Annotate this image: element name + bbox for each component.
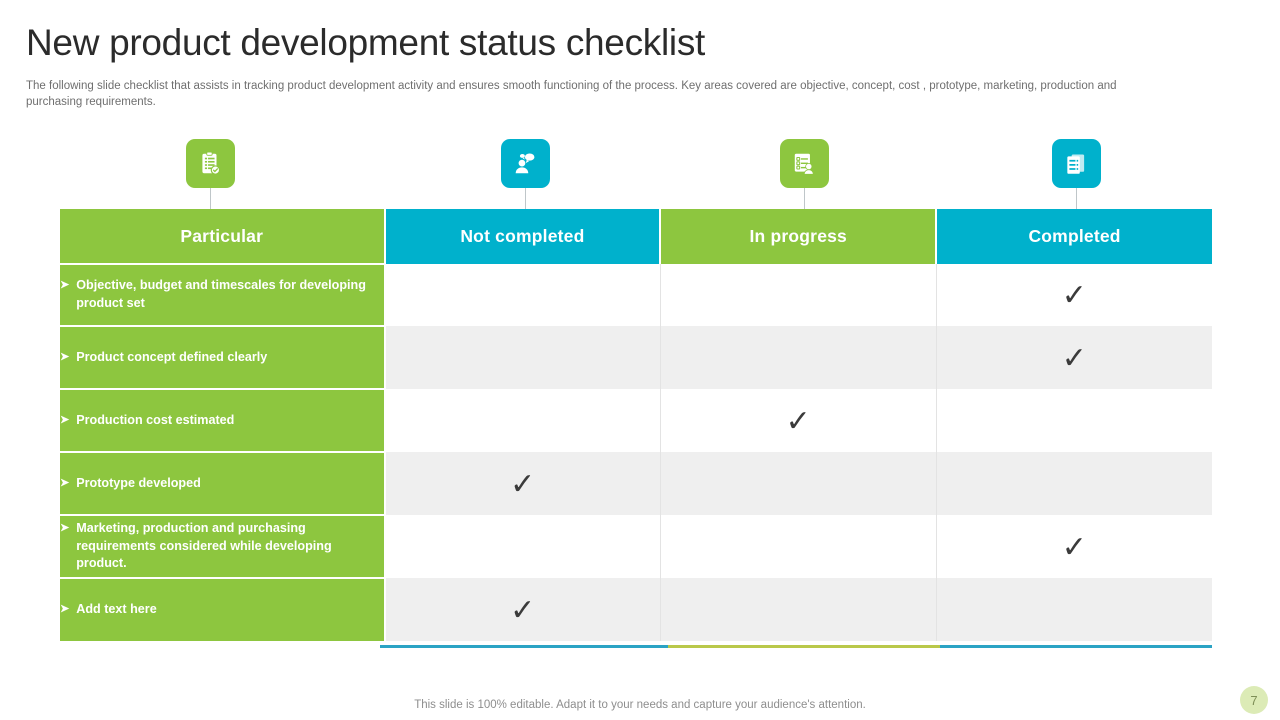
row-label-text: Production cost estimated: [76, 412, 235, 427]
checklist-person-icon: [791, 151, 817, 177]
status-cell-in-progress[interactable]: [660, 515, 937, 578]
status-cell-completed[interactable]: ✓: [936, 515, 1212, 578]
column-header-completed[interactable]: Completed: [936, 209, 1212, 264]
column-icon-strip: [60, 139, 1212, 211]
column-header-in-progress[interactable]: In progress: [660, 209, 938, 264]
rule-segment-particular: [60, 645, 380, 648]
table-body: ➤ Objective, budget and timescales for de…: [60, 263, 1212, 641]
checklist-table: Particular Not completed In progress Com…: [60, 209, 1212, 641]
slide-header: New product development status checklist…: [0, 0, 1280, 111]
status-cell-in-progress[interactable]: [660, 452, 937, 515]
status-cell-completed[interactable]: [936, 389, 1212, 452]
table-row: ➤ Marketing, production and purchasing re…: [60, 514, 1212, 578]
checkmark-icon: ✓: [510, 467, 536, 501]
table-header-row: Particular Not completed In progress Com…: [60, 209, 1212, 264]
status-cell-in-progress[interactable]: [660, 326, 937, 389]
row-label-text: Add text here: [76, 602, 157, 617]
page-title: New product development status checklist: [26, 22, 706, 63]
column-header-not-completed[interactable]: Not completed: [384, 209, 662, 264]
icon-connector-line: [209, 188, 211, 210]
status-cell-completed[interactable]: ✓: [936, 326, 1212, 389]
arrow-bullet-icon: ➤: [60, 413, 70, 426]
table-row: ➤ Product concept defined clearly ✓: [60, 325, 1212, 389]
status-cell-completed[interactable]: ✓: [936, 264, 1212, 326]
arrow-bullet-icon: ➤: [60, 476, 70, 489]
checklist-table-wrapper: Particular Not completed In progress Com…: [60, 209, 1212, 641]
rule-segment-completed: [940, 645, 1212, 648]
status-cell-completed[interactable]: [936, 578, 1212, 641]
arrow-bullet-icon: ➤: [60, 350, 70, 363]
footer-note: This slide is 100% editable. Adapt it to…: [414, 699, 866, 711]
page-number-badge: 7: [1240, 686, 1268, 714]
status-cell-not-completed[interactable]: [384, 264, 661, 326]
status-cell-in-progress[interactable]: [660, 578, 937, 641]
checkmark-icon: ✓: [785, 404, 811, 438]
status-cell-in-progress[interactable]: ✓: [660, 389, 937, 452]
row-label-text: Objective, budget and timescales for dev…: [76, 278, 366, 310]
status-cell-completed[interactable]: [936, 452, 1212, 515]
icon-connector-line: [803, 188, 805, 210]
checkmark-icon: ✓: [1061, 341, 1087, 375]
status-cell-not-completed[interactable]: [384, 389, 661, 452]
table-row: ➤ Prototype developed ✓: [60, 451, 1212, 515]
rule-segment-in-progress: [668, 645, 940, 648]
row-label-cell: ➤ Add text here: [60, 577, 386, 641]
row-label-text: Prototype developed: [76, 475, 201, 490]
row-label-text: Product concept defined clearly: [76, 349, 268, 364]
icon-tile-in-progress: [779, 139, 829, 188]
row-label-cell: ➤ Objective, budget and timescales for de…: [60, 263, 386, 326]
checkmark-icon: ✓: [510, 593, 536, 627]
status-cell-not-completed[interactable]: ✓: [384, 578, 661, 641]
rule-segment-not-completed: [380, 645, 668, 648]
row-label-cell: ➤ Prototype developed: [60, 451, 386, 515]
status-cell-not-completed[interactable]: [384, 326, 661, 389]
arrow-bullet-icon: ➤: [60, 279, 70, 292]
row-label-cell: ➤ Product concept defined clearly: [60, 325, 386, 389]
table-row: ➤ Add text here ✓: [60, 577, 1212, 641]
table-header: Particular Not completed In progress Com…: [60, 209, 1212, 264]
arrow-bullet-icon: ➤: [60, 521, 70, 534]
icon-connector-line: [524, 188, 526, 210]
status-cell-not-completed[interactable]: [384, 515, 661, 578]
status-cell-not-completed[interactable]: ✓: [384, 452, 661, 515]
row-label-text: Marketing, production and purchasing req…: [76, 520, 332, 571]
clipboard-checklist-icon: [197, 151, 223, 177]
table-bottom-rule: [60, 645, 1212, 648]
status-cell-in-progress[interactable]: [660, 264, 937, 326]
icon-connector-line: [1075, 188, 1077, 210]
icon-tile-not-completed: [500, 139, 550, 188]
slide-subtitle: The following slide checklist that assis…: [26, 79, 1117, 109]
arrow-bullet-icon: ➤: [60, 603, 70, 616]
table-row: ➤ Objective, budget and timescales for de…: [60, 263, 1212, 326]
icon-tile-completed: [1051, 139, 1101, 188]
checkmark-icon: ✓: [1061, 530, 1087, 564]
column-header-particular[interactable]: Particular: [60, 209, 386, 264]
person-speech-bubble-icon: [512, 151, 538, 177]
documents-stack-icon: [1063, 151, 1089, 177]
checkmark-icon: ✓: [1061, 279, 1087, 312]
row-label-cell: ➤ Marketing, production and purchasing re…: [60, 514, 386, 578]
table-row: ➤ Production cost estimated ✓: [60, 388, 1212, 452]
row-label-cell: ➤ Production cost estimated: [60, 388, 386, 452]
icon-tile-particular: [185, 139, 235, 188]
